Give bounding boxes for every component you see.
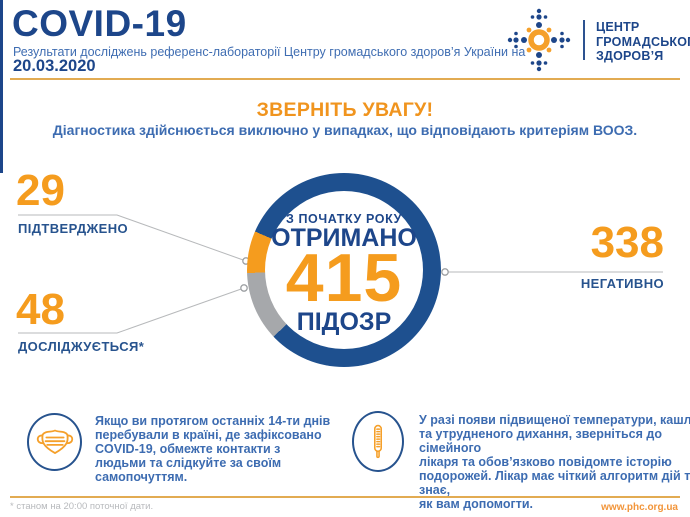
footer-url-link[interactable]: www.phc.org.ua [601,502,678,513]
thermometer-icon-circle [352,411,404,472]
logo-text: ЦЕНТР ГРОМАДСЬКОГО ЗДОРОВ’Я [596,20,690,63]
thermometer-icon [374,424,382,458]
advice-travel-text: Якщо ви протягом останніх 14-ти днів пер… [95,414,331,484]
header-subtitle: Результати досліджень референс-лаборатор… [13,45,526,59]
mask-icon [36,429,73,454]
donut-hole [265,191,423,349]
investigating-label: ДОСЛІДЖУЄТЬСЯ* [18,339,145,354]
left-edge-strip [0,0,3,173]
footer-note: * станом на 20:00 поточної дати. [10,501,154,512]
confirmed-label: ПІДТВЕРДЖЕНО [18,221,129,236]
donut-caption-top: З ПОЧАТКУ РОКУ [285,212,403,226]
page-title: COVID-19 [12,3,187,44]
phc-logo-icon [507,8,571,72]
donut-total-number: 415 [285,240,403,316]
notice-title: ЗВЕРНІТЬ УВАГУ! [256,99,434,121]
logo-divider [583,20,585,60]
investigating-count: 48 [16,285,65,334]
report-date: 20.03.2020 [13,57,96,75]
notice-subtitle: Діагностика здійснюється виключно у випа… [52,122,638,138]
header-divider-line [10,78,680,80]
suspicions-donut-chart: З ПОЧАТКУ РОКУ ОТРИМАНО 415 ПІДОЗР [247,173,441,367]
donut-caption-received: ОТРИМАНО [271,224,417,252]
confirmed-count: 29 [16,166,65,215]
mask-icon-circle [27,413,82,471]
advice-fever-text: У разі появи підвищеної температури, каш… [419,413,690,511]
donut-caption-suspicions: ПІДОЗР [296,308,392,336]
negative-count: 338 [590,218,664,267]
footer-divider-line [10,496,680,498]
negative-label: НЕГАТИВНО [580,276,664,291]
